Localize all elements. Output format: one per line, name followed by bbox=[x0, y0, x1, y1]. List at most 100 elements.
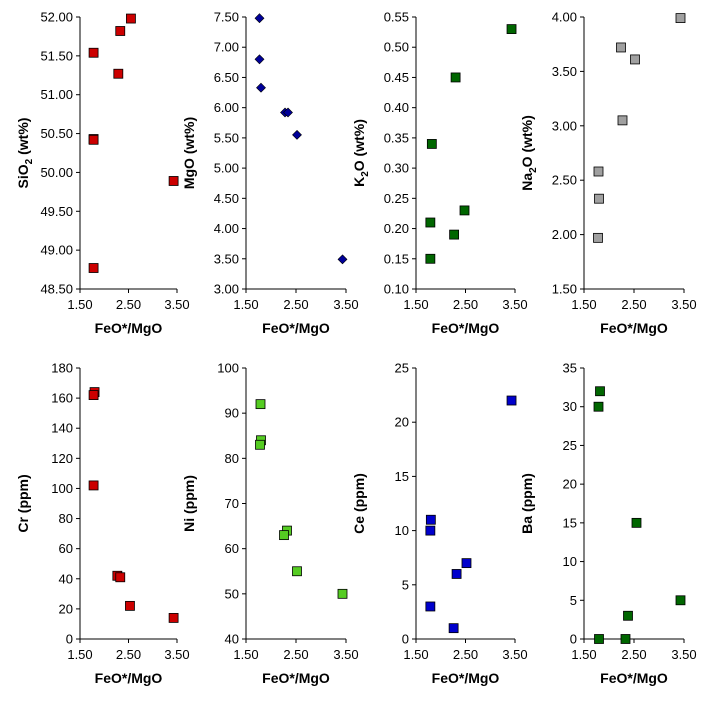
x-tick-label: 1.50 bbox=[403, 297, 428, 312]
data-point bbox=[256, 82, 266, 93]
x-tick-label: 2.50 bbox=[621, 297, 646, 312]
data-point bbox=[631, 517, 642, 528]
y-tick-label: 3.50 bbox=[552, 64, 577, 79]
data-point bbox=[292, 566, 302, 577]
data-point bbox=[426, 139, 437, 149]
data-point bbox=[88, 263, 99, 273]
y-tick-label: 51.00 bbox=[40, 87, 73, 102]
x-tick-label: 2.50 bbox=[453, 647, 478, 662]
x-axis-label: FeO*/MgO bbox=[600, 320, 668, 336]
y-tick-label: 40 bbox=[59, 571, 73, 586]
data-point bbox=[630, 54, 640, 65]
y-tick-label: 0.35 bbox=[384, 130, 409, 145]
data-point bbox=[113, 68, 124, 79]
data-point bbox=[425, 253, 436, 264]
y-tick-label: 49.00 bbox=[40, 243, 73, 258]
x-axis-label: FeO*/MgO bbox=[95, 670, 163, 686]
scatter-panel-1: 48.50 49.00 49.50 50.00 50.50 51.00 51.50 52.00… bbox=[15, 10, 190, 337]
y-tick-label: 2.00 bbox=[552, 227, 577, 242]
x-tick-label: 3.50 bbox=[164, 647, 189, 662]
y-tick-label: 20 bbox=[563, 477, 577, 492]
data-point bbox=[593, 232, 603, 243]
y-tick-label: 20 bbox=[395, 415, 409, 430]
data-point bbox=[620, 634, 631, 644]
x-tick-label: 2.50 bbox=[116, 647, 141, 662]
y-tick-label: 30 bbox=[563, 399, 577, 414]
y-tick-label: 100 bbox=[51, 481, 73, 496]
x-tick-label: 1.50 bbox=[403, 647, 428, 662]
data-point bbox=[255, 399, 266, 410]
y-tick-label: 51.50 bbox=[40, 48, 73, 63]
y-tick-label: 25 bbox=[563, 438, 577, 453]
y-tick-label: 3.00 bbox=[552, 118, 577, 133]
y-axis-label: SiO2 (wt%) bbox=[15, 118, 35, 189]
y-tick-label: 20 bbox=[59, 601, 73, 616]
data-point bbox=[459, 205, 470, 216]
y-tick-label: 15 bbox=[563, 515, 577, 530]
data-point bbox=[594, 193, 604, 204]
y-tick-label: 3.50 bbox=[214, 251, 239, 266]
data-point bbox=[450, 72, 461, 83]
data-point bbox=[292, 129, 302, 140]
y-tick-label: 0.25 bbox=[384, 191, 409, 206]
y-tick-label: 5 bbox=[570, 593, 577, 608]
y-tick-label: 3.00 bbox=[214, 282, 239, 297]
x-tick-label: 1.50 bbox=[233, 297, 258, 312]
y-axis-label: MgO (wt%) bbox=[181, 117, 197, 189]
x-tick-label: 1.50 bbox=[233, 647, 258, 662]
y-tick-label: 180 bbox=[51, 361, 73, 376]
y-axis-label: Cr (ppm) bbox=[15, 474, 31, 532]
x-axis-label: FeO*/MgO bbox=[262, 320, 330, 336]
x-axis-label: FeO*/MgO bbox=[432, 670, 500, 686]
y-tick-label: 50.50 bbox=[40, 126, 73, 141]
data-point bbox=[88, 480, 99, 491]
y-axis-label: Ba (ppm) bbox=[519, 473, 535, 534]
y-tick-label: 100 bbox=[217, 361, 239, 376]
data-point bbox=[616, 42, 626, 53]
y-tick-label: 0 bbox=[402, 632, 409, 647]
x-axis-label: FeO*/MgO bbox=[600, 670, 668, 686]
data-point bbox=[593, 401, 604, 412]
y-tick-label: 0.10 bbox=[384, 282, 409, 297]
data-point bbox=[425, 514, 436, 525]
data-point bbox=[88, 47, 99, 58]
x-tick-label: 1.50 bbox=[571, 647, 596, 662]
y-tick-label: 60 bbox=[225, 541, 239, 556]
data-point bbox=[675, 13, 686, 23]
y-tick-label: 0.20 bbox=[384, 221, 409, 236]
x-tick-label: 2.50 bbox=[116, 297, 141, 312]
data-point bbox=[115, 572, 126, 583]
x-axis-label: FeO*/MgO bbox=[95, 320, 163, 336]
y-tick-label: 0.55 bbox=[384, 10, 409, 25]
x-tick-label: 2.50 bbox=[621, 647, 646, 662]
data-point bbox=[168, 176, 179, 186]
y-tick-label: 52.00 bbox=[40, 10, 73, 25]
y-tick-label: 120 bbox=[51, 451, 73, 466]
y-tick-label: 15 bbox=[395, 469, 409, 484]
data-point bbox=[617, 115, 628, 126]
y-tick-label: 4.00 bbox=[214, 221, 239, 236]
y-tick-label: 5 bbox=[402, 577, 409, 592]
data-point bbox=[425, 217, 436, 228]
data-point bbox=[506, 395, 517, 406]
y-tick-label: 0.50 bbox=[384, 40, 409, 55]
scatter-panel-2: 3.00 3.50 4.00 4.50 5.00 5.50 6.00 6.50 7.00 7.50… bbox=[181, 10, 359, 337]
data-point bbox=[254, 13, 265, 24]
data-point bbox=[337, 588, 348, 599]
y-tick-label: 48.50 bbox=[40, 282, 73, 297]
data-point bbox=[675, 595, 686, 606]
y-tick-label: 4.00 bbox=[552, 10, 577, 25]
y-axis-label: Na2O (wt%) bbox=[519, 115, 539, 191]
data-point bbox=[283, 107, 293, 118]
y-tick-label: 40 bbox=[225, 632, 239, 647]
y-tick-label: 6.00 bbox=[214, 100, 239, 115]
y-tick-label: 60 bbox=[59, 541, 73, 556]
x-tick-label: 2.50 bbox=[283, 297, 308, 312]
y-tick-label: 0.45 bbox=[384, 70, 409, 85]
data-point bbox=[451, 569, 462, 579]
data-point bbox=[623, 610, 633, 621]
y-tick-label: 0 bbox=[570, 632, 577, 647]
data-point bbox=[168, 613, 179, 623]
